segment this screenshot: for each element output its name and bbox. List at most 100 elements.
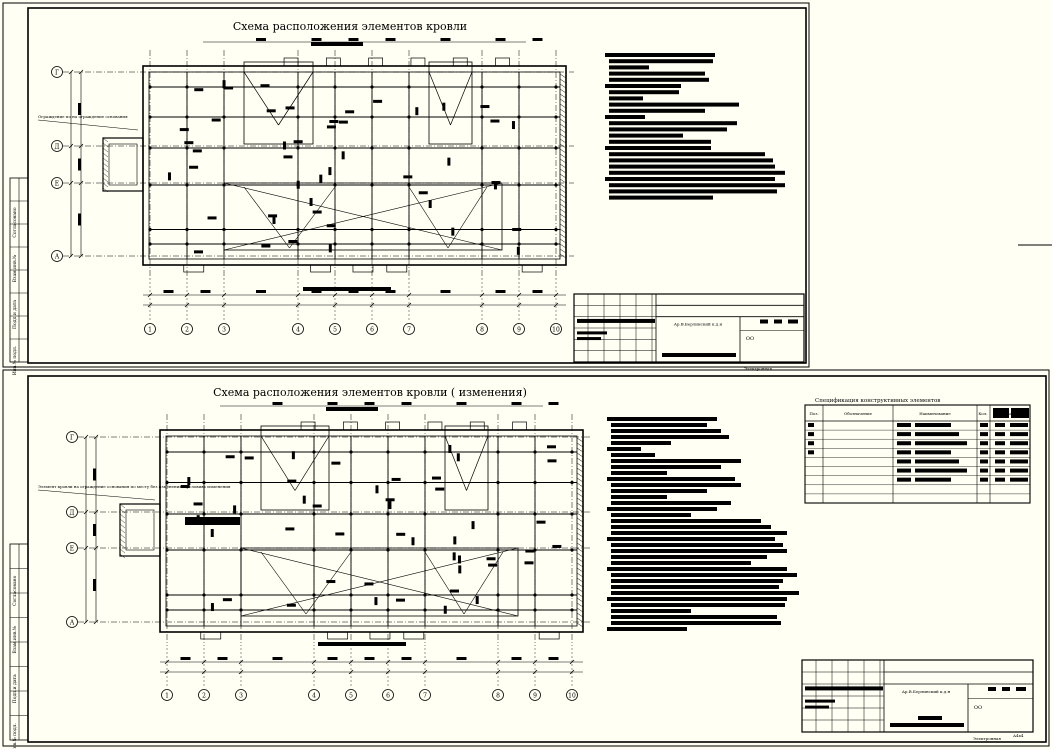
- wall-hatch: [576, 532, 584, 538]
- element-mark: [189, 165, 199, 169]
- wall-hatch: [576, 512, 584, 518]
- spec-cell: [1010, 468, 1028, 473]
- note-line: [611, 621, 781, 625]
- dim-tick: [311, 669, 317, 675]
- wall-hatch: [559, 98, 567, 104]
- note-line: [611, 459, 741, 463]
- spec-header-mark: [993, 408, 1009, 418]
- note-line: [607, 507, 717, 511]
- axis-bubble: [292, 323, 304, 335]
- note-line: [611, 429, 721, 433]
- node-point: [554, 183, 558, 187]
- note-line: [611, 513, 691, 517]
- node-point: [148, 115, 152, 119]
- bottom-tab: [352, 264, 374, 273]
- axis-bubble-label: 9: [517, 327, 521, 334]
- element-mark: [207, 216, 217, 220]
- bottom-tab: [521, 264, 543, 273]
- annex-outer: [119, 503, 161, 557]
- note-line: [611, 531, 787, 535]
- bracing-triangle: [463, 551, 504, 615]
- dimension-value: [495, 38, 506, 41]
- bottom-tab: [183, 264, 205, 273]
- spec-cell: [915, 477, 951, 482]
- element-mark: [396, 532, 406, 536]
- element-mark: [491, 181, 501, 185]
- node-point: [407, 115, 411, 119]
- callout-text: Ограждение по на ограждение основания: [38, 114, 128, 119]
- node-point: [165, 512, 169, 516]
- wall-hatch: [576, 567, 584, 573]
- node-point: [312, 593, 316, 597]
- spec-cell: [808, 441, 814, 446]
- element-mark: [224, 86, 234, 90]
- element-mark: [184, 141, 194, 145]
- node-point: [349, 450, 353, 454]
- axis-bubble: [218, 323, 230, 335]
- axis-bubble-label: 10: [568, 693, 576, 700]
- callout-text: Элемент кровли на ограждение основания п…: [38, 484, 231, 489]
- axis-bubble: [51, 177, 63, 189]
- skylight-edge: [450, 71, 473, 126]
- note-line: [611, 495, 667, 499]
- dim-tick: [201, 669, 207, 675]
- note-line: [607, 567, 787, 571]
- dim-tick: [83, 509, 89, 515]
- bracing-triangle: [260, 551, 307, 615]
- element-mark: [475, 596, 479, 605]
- node-point: [185, 227, 189, 232]
- wall-hatch: [576, 467, 584, 473]
- axis-bubble-label: 2: [185, 327, 189, 334]
- stamp-code: ОО: [974, 705, 982, 711]
- axis-bubble: [66, 542, 78, 554]
- axis-bubble-label: 8: [480, 327, 484, 334]
- element-mark: [536, 520, 546, 524]
- dim-tick: [221, 292, 227, 298]
- element-mark: [546, 445, 556, 449]
- dim-tick: [68, 180, 74, 186]
- note-line: [607, 627, 687, 631]
- annex-hatch: [119, 513, 126, 519]
- node-point: [554, 115, 558, 119]
- dimension-value: [532, 290, 543, 293]
- roof-plan-2: 1 2 3 4 5 6 7 8 9 10 Г Д Е А Элемент кровли на огражде…: [37, 402, 591, 701]
- wall-hatch: [559, 243, 567, 249]
- axis-bubble: [513, 323, 525, 335]
- node-point: [496, 593, 500, 597]
- axis-bubble: [492, 689, 504, 701]
- note-line: [611, 465, 721, 469]
- element-mark: [291, 451, 295, 460]
- node-point: [202, 450, 206, 454]
- note-line: [605, 84, 681, 88]
- node-point: [496, 512, 500, 516]
- wall-hatch: [559, 218, 567, 224]
- axis-bubble: [308, 689, 320, 701]
- axis-bubble-label: 8: [496, 693, 500, 700]
- spec-header: Наименование: [919, 411, 951, 416]
- side-stamp-label: Инв.№ подл.: [12, 345, 18, 375]
- wall-hatch: [576, 477, 584, 483]
- node-point: [349, 480, 353, 485]
- spec-header: Масса: [1003, 411, 1017, 416]
- element-mark: [486, 557, 496, 561]
- bracing-triangle: [447, 186, 488, 249]
- spec-cell: [1010, 423, 1028, 427]
- top-tab: [427, 421, 443, 431]
- bottom-tab: [538, 631, 560, 640]
- wall-hatch: [576, 537, 584, 543]
- element-mark: [341, 151, 345, 160]
- node-point: [165, 480, 169, 485]
- annex-hatch: [102, 172, 109, 178]
- dim-tick: [369, 292, 375, 298]
- skylight-edge: [278, 71, 314, 126]
- axis-bubble: [235, 689, 247, 701]
- annex-hatch: [102, 187, 109, 193]
- wall-hatch: [576, 507, 584, 513]
- element-mark: [272, 215, 276, 224]
- wall-hatch: [559, 213, 567, 219]
- element-mark: [411, 537, 415, 546]
- side-stamp-label: Подп.и дата: [12, 300, 18, 329]
- dim-tick: [68, 69, 74, 75]
- note-line: [605, 146, 711, 150]
- element-mark: [222, 80, 226, 89]
